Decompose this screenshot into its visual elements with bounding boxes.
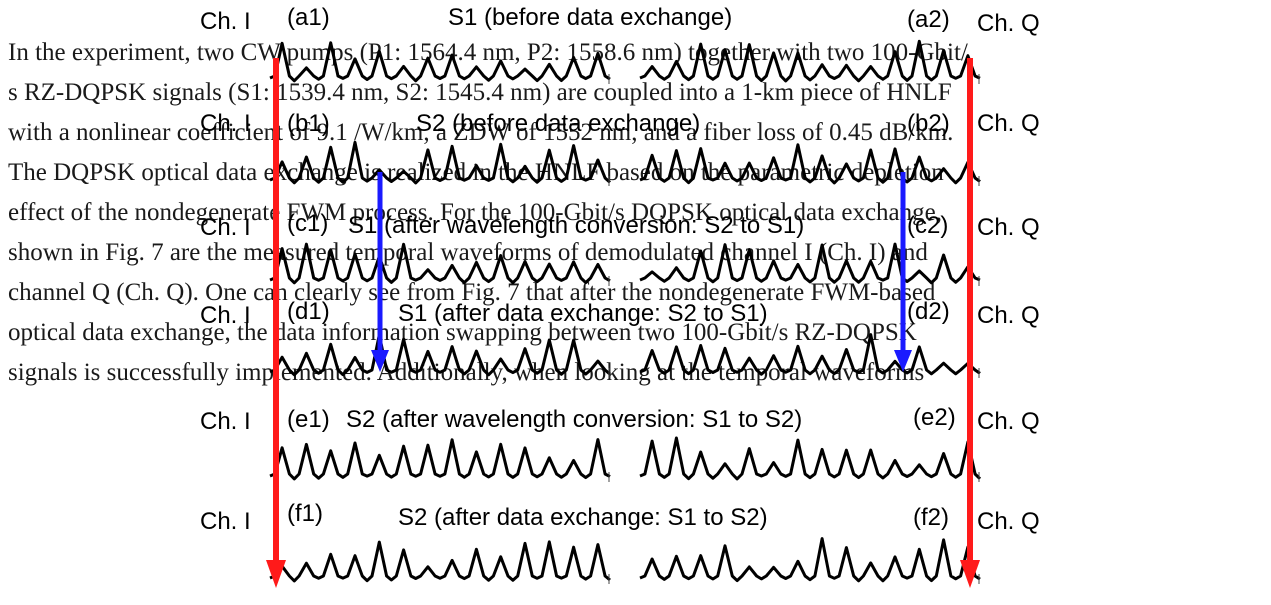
waveform-d2 (639, 333, 981, 378)
channel-label-left: Ch. I (200, 302, 251, 329)
panel-tag-left: (b1) (287, 110, 330, 137)
panel-tag-right: (d2) (907, 298, 950, 325)
paragraph-line: channel Q (Ch. Q). One can clearly see f… (8, 279, 936, 306)
panel-tag-left: (a1) (287, 4, 330, 31)
channel-label-left: Ch. I (200, 8, 251, 35)
waveform-c2 (639, 242, 981, 286)
panel-title: S2 (after wavelength conversion: S1 to S… (346, 406, 803, 433)
waveform-d1 (269, 333, 611, 378)
channel-label-right: Ch. Q (977, 408, 1040, 435)
channel-label-right: Ch. Q (977, 10, 1040, 37)
waveform-b2 (639, 143, 981, 186)
waveform-e2 (639, 436, 982, 482)
panel-tag-left: (d1) (287, 298, 330, 325)
channel-label-right: Ch. Q (977, 302, 1040, 329)
channel-label-right: Ch. Q (977, 110, 1040, 137)
paragraph-line: The DQPSK optical data exchange is reali… (8, 159, 944, 186)
paragraph-line: s RZ-DQPSK signals (S1: 1539.4 nm, S2: 1… (8, 79, 952, 106)
waveform-trace (639, 436, 982, 481)
waveform-trace (269, 140, 612, 185)
panel-tag-right: (a2) (907, 6, 950, 33)
channel-label-right: Ch. Q (977, 508, 1040, 535)
panel-title: S1 (after wavelength conversion: S2 to S… (348, 212, 805, 239)
waveform-a2 (639, 39, 981, 84)
channel-label-left: Ch. I (200, 408, 251, 435)
paragraph-line: with a nonlinear coefficient of 9.1 /W/k… (8, 119, 954, 146)
waveform-b1 (269, 140, 612, 186)
waveform-trace (269, 242, 611, 285)
panel-title: S1 (after data exchange: S2 to S1) (398, 300, 768, 327)
panel-tag-right: (c2) (907, 212, 949, 239)
panel-tag-left: (c1) (287, 210, 329, 237)
panel-tag-right: (e2) (913, 404, 956, 431)
waveform-f1 (269, 540, 611, 584)
paragraph-line: optical data exchange, the data informat… (8, 319, 917, 346)
panel-tag-left: (e1) (287, 406, 330, 433)
waveform-trace (269, 540, 611, 583)
panel-tag-right: (f2) (913, 504, 949, 531)
waveform-trace (639, 39, 981, 83)
waveform-a1 (269, 41, 611, 84)
blue-arrow-left (371, 172, 389, 372)
waveform-f2 (639, 537, 981, 584)
panel-title: S2 (after data exchange: S1 to S2) (398, 504, 768, 531)
waveform-e1 (269, 438, 611, 482)
waveform-trace (639, 537, 981, 583)
waveform-trace (269, 333, 611, 377)
paragraph-line: In the experiment, two CW pumps (P1: 156… (8, 39, 968, 66)
panel-title: S2 (before data exchange) (416, 110, 701, 137)
channel-label-left: Ch. I (200, 508, 251, 535)
waveform-trace (639, 242, 981, 285)
paragraph-line: effect of the nondegenerate FWM process.… (8, 199, 942, 226)
waveform-trace (269, 41, 611, 83)
waveform-c1 (269, 242, 611, 286)
channel-label-left: Ch. I (200, 214, 251, 241)
red-arrow-left (266, 58, 286, 588)
waveform-trace (639, 333, 981, 376)
red-arrow-right (960, 58, 980, 588)
panel-tag-right: (b2) (907, 110, 950, 137)
blue-arrow-right (894, 172, 912, 372)
channel-label-right: Ch. Q (977, 214, 1040, 241)
panel-title: S1 (before data exchange) (448, 4, 733, 31)
channel-label-left: Ch. I (200, 110, 251, 137)
waveform-trace (269, 438, 611, 481)
waveform-trace (639, 143, 981, 185)
panel-tag-left: (f1) (287, 500, 323, 527)
